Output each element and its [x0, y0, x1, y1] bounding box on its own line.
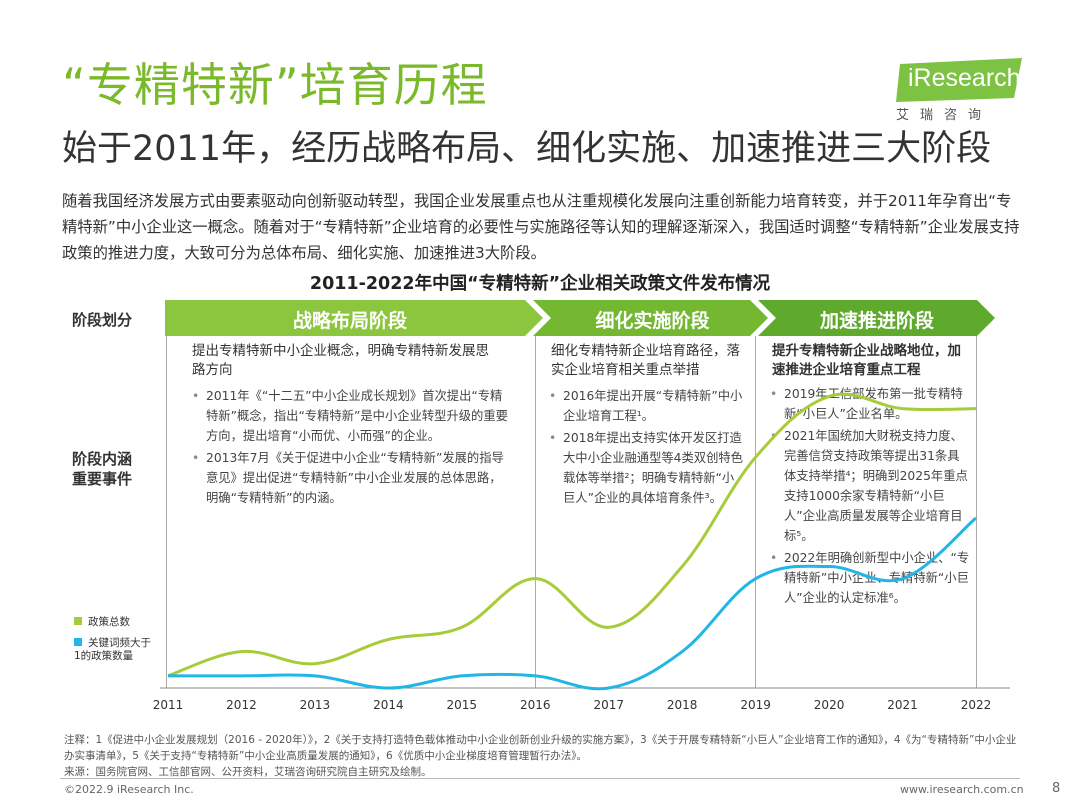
x-tick-label: 2020: [813, 698, 845, 712]
page-number: 8: [1052, 781, 1061, 796]
stage-label-3: 加速推进阶段: [819, 310, 934, 332]
stage-2-event: 2018年提出支持实体开发区打造大中小企业融通型等4类双创特色载体等举措²；明确…: [545, 428, 743, 508]
content-row-label-1: 阶段内涵: [72, 450, 133, 468]
page-title: “专精特新”培育历程: [62, 58, 488, 112]
footer-divider: [60, 778, 1020, 779]
x-tick-label: 2019: [740, 698, 771, 712]
x-tick-label: 2014: [373, 698, 404, 712]
content-row-label-2: 重要事件: [72, 470, 133, 488]
stage-1-events: 2011年《“十二五”中小企业成长规划》首次提出“专精特新”概念，指出“专精特新…: [188, 386, 508, 510]
intro-paragraph: 随着我国经济发展方式由要素驱动向创新驱动转型，我国企业发展重点也从注重规模化发展…: [62, 192, 1020, 262]
copyright: ©2022.9 iResearch Inc.: [64, 783, 194, 796]
stage-arrow-2: [533, 300, 768, 336]
legend-item-keyword: 关键词频大于1的政策数量: [74, 637, 152, 663]
footnotes: 注释：1《促进中小企业发展规划（2016 - 2020年）》，2《关于支持打造特…: [64, 732, 1024, 780]
col-divider-0: [166, 336, 167, 688]
legend-label-total: 政策总数: [88, 616, 130, 628]
x-tick-label: 2015: [446, 698, 478, 712]
logo-subtext: 艾瑞咨询: [896, 108, 993, 123]
legend-label-keyword: 关键词频大于1的政策数量: [74, 637, 151, 662]
page-subtitle: 始于2011年，经历战略布局、细化实施、加速推进三大阶段: [62, 129, 992, 169]
footnote-references: 注释：1《促进中小企业发展规划（2016 - 2020年）》，2《关于支持打造特…: [64, 734, 1017, 762]
col-divider-3: [976, 336, 977, 688]
legend-item-total: 政策总数: [74, 616, 130, 629]
x-tick-label: 2018: [666, 698, 698, 712]
legend-swatch-total: [74, 617, 82, 625]
stage-1-head: 提出专精特新中小企业概念，明确专精特新发展思路方向: [192, 343, 489, 378]
x-tick-label: 2021: [887, 698, 918, 712]
stage-2-head: 细化专精特新企业培育路径，落实企业培育相关重点举措: [551, 343, 740, 378]
col-divider-1: [535, 336, 536, 688]
x-tick-label: 2011: [152, 698, 184, 712]
stage-1-event: 2013年7月《关于促进中小企业“专精特新”发展的指导意见》提出促进“专精特新”…: [188, 448, 508, 508]
stage-arrow-3: [758, 300, 995, 336]
x-tick-label: 2013: [299, 698, 331, 712]
stage-2-events: 2016年提出开展“专精特新”中小企业培育工程¹。 2018年提出支持实体开发区…: [545, 386, 743, 510]
stage-2-event: 2016年提出开展“专精特新”中小企业培育工程¹。: [545, 386, 743, 426]
stage-3-event: 2021年国统加大财税支持力度、完善信贷支持政策等提出31条具体支持举措⁴；明确…: [766, 426, 970, 546]
chart-title: 2011-2022年中国“专精特新”企业相关政策文件发布情况: [309, 274, 771, 294]
iresearch-logo: [896, 58, 1022, 102]
stage-arrow-1: [165, 300, 543, 336]
col-divider-2: [755, 336, 756, 688]
stage-row-label: 阶段划分: [72, 311, 133, 329]
footnote-source: 来源：国务院官网、工信部官网、公开资料，艾瑞咨询研究院自主研究及绘制。: [64, 766, 432, 778]
stage-1-event: 2011年《“十二五”中小企业成长规划》首次提出“专精特新”概念，指出“专精特新…: [188, 386, 508, 446]
x-tick-label: 2016: [519, 698, 551, 712]
stage-label-2: 细化实施阶段: [595, 310, 710, 332]
series-line-total: [167, 392, 977, 678]
x-tick-label: 2022: [960, 698, 992, 712]
legend-swatch-keyword: [74, 638, 82, 646]
website-url: www.iresearch.com.cn: [900, 783, 1024, 796]
logo-text: iResearch: [908, 64, 1021, 92]
x-tick-label: 2012: [226, 698, 257, 712]
series-line-keyword: [167, 516, 977, 691]
x-tick-label: 2017: [593, 698, 624, 712]
stage-label-1: 战略布局阶段: [292, 310, 407, 332]
stage-3-head: 提升专精特新企业战略地位，加速推进企业培育重点工程: [772, 343, 961, 378]
stage-arrows: [165, 300, 995, 336]
